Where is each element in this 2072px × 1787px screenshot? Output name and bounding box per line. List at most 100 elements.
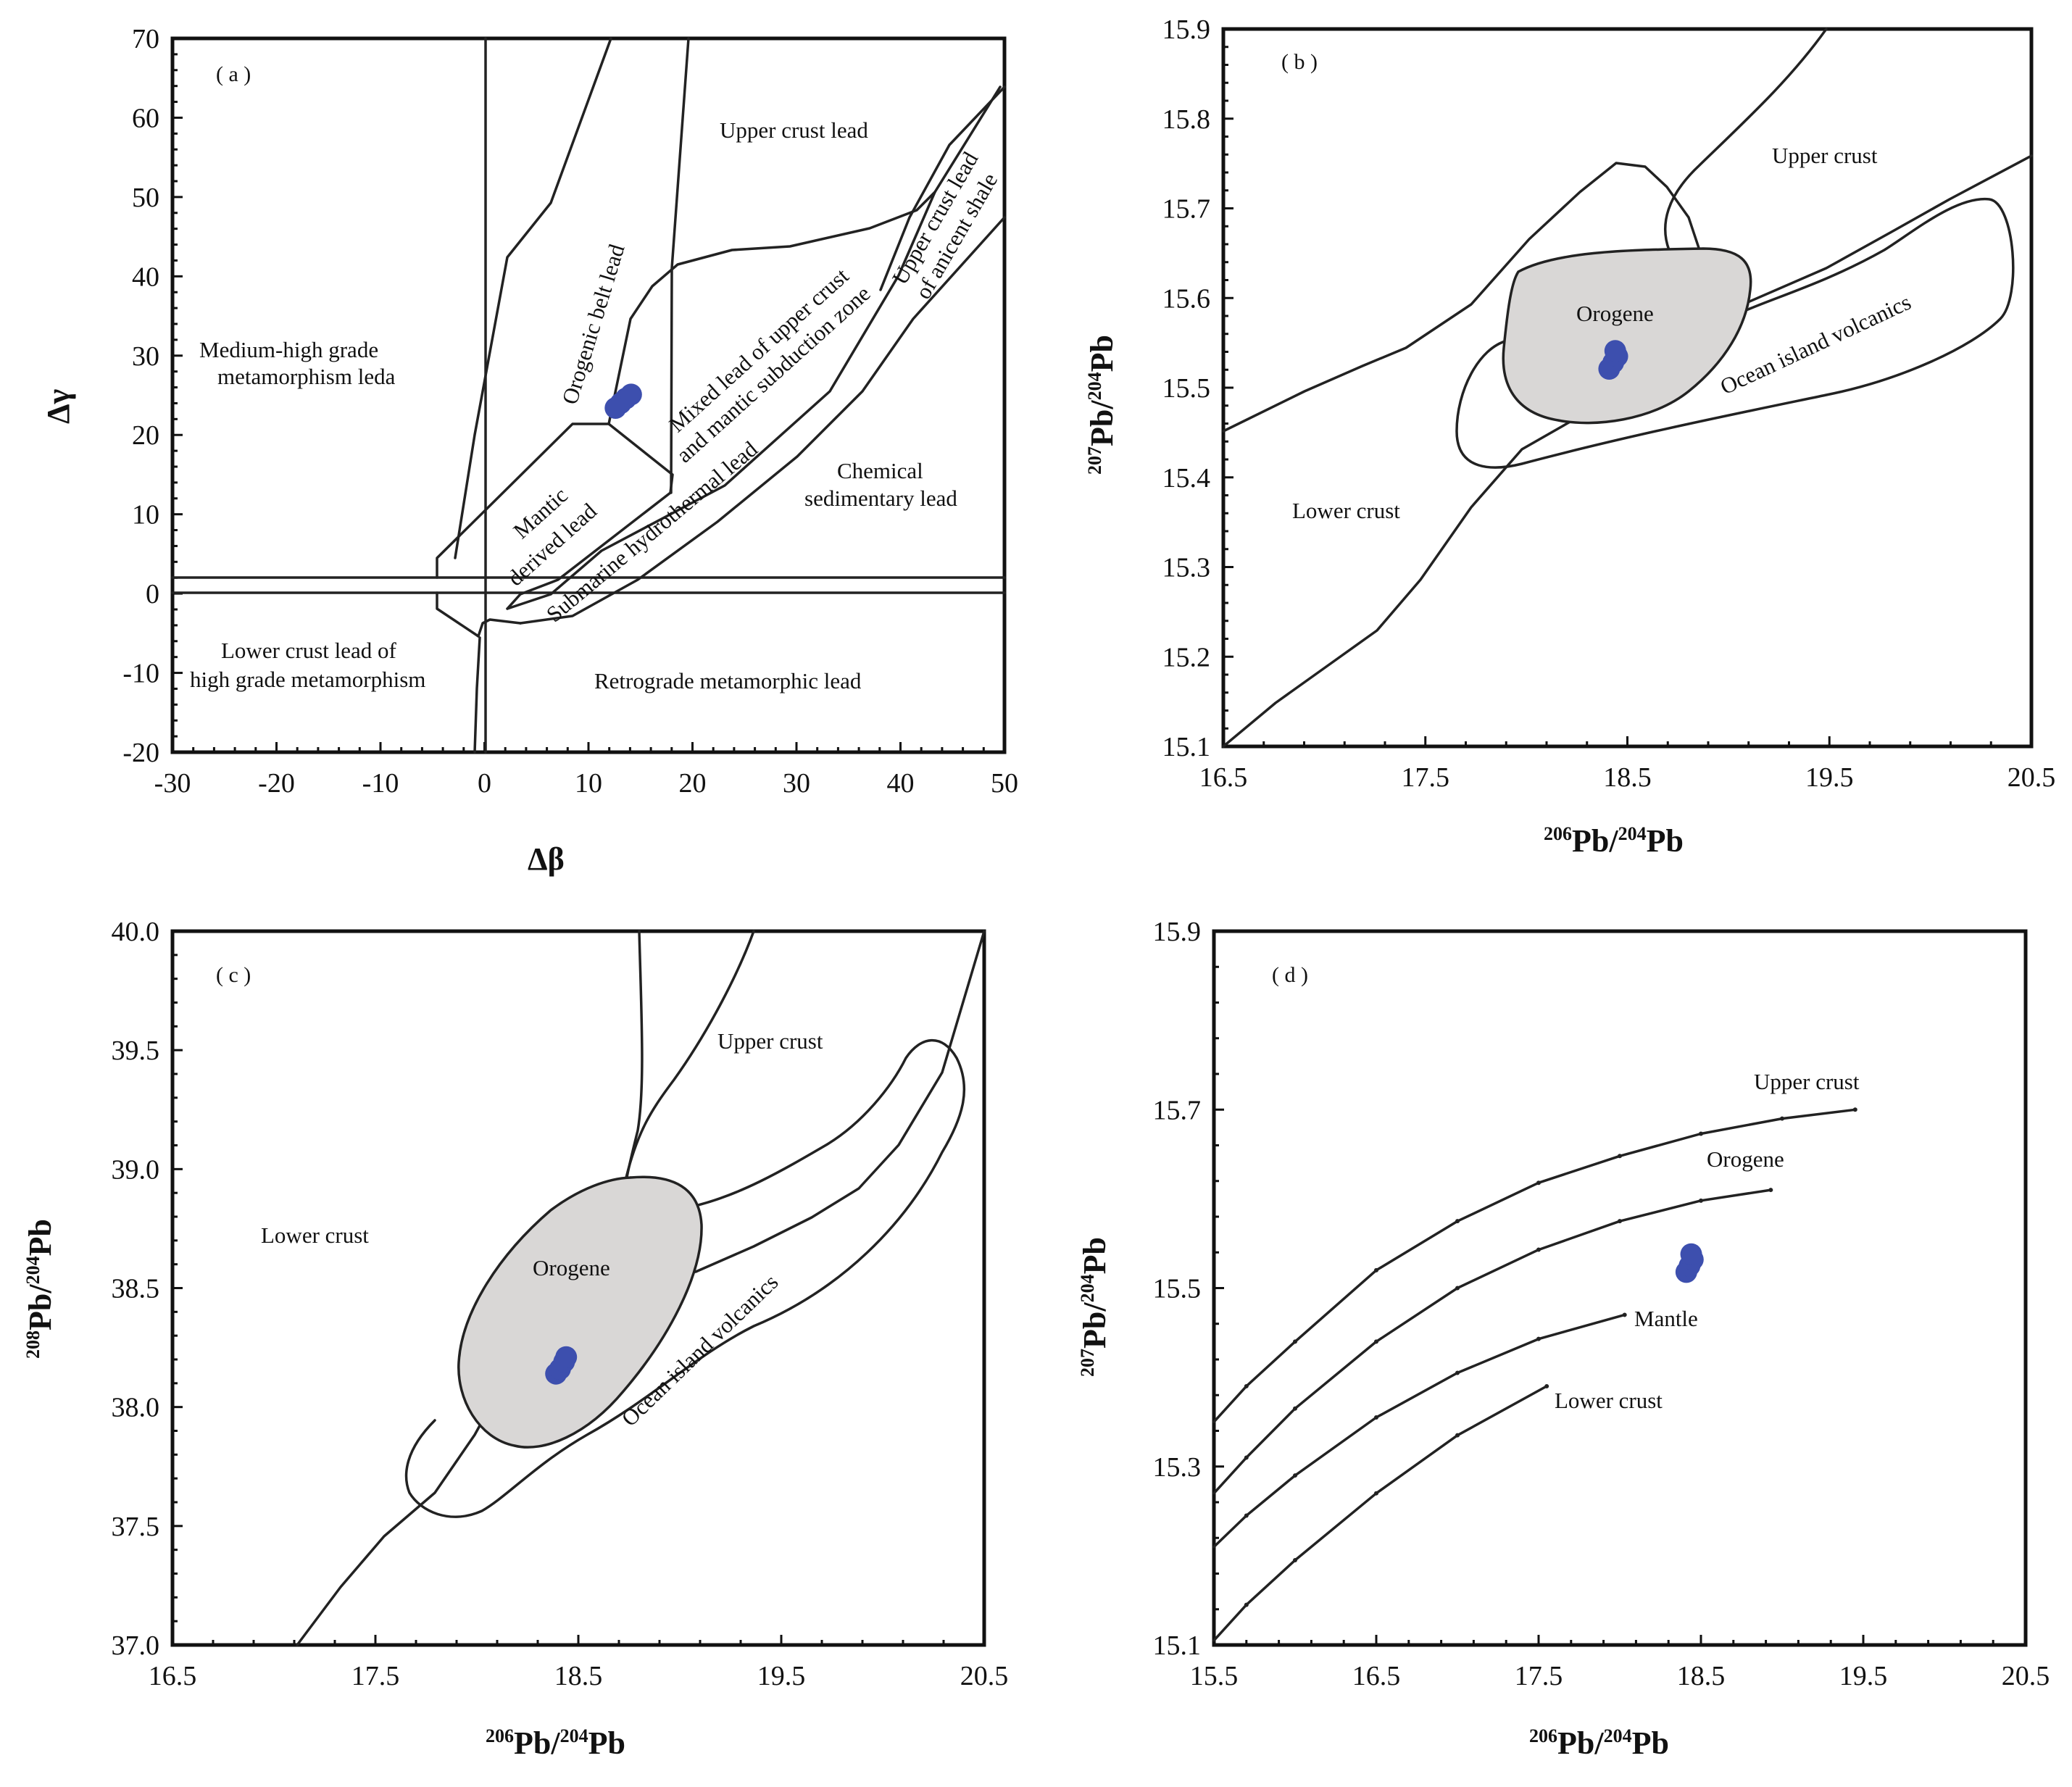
boundary-a4 <box>454 37 612 559</box>
curve-d-node <box>1536 1336 1541 1341</box>
panel-b-ytick-label: 15.9 <box>1162 14 1211 45</box>
panel-d-x-label-end: Pb <box>1632 1725 1669 1761</box>
curve-d-node <box>1244 1513 1249 1518</box>
region-a-upper-crust-lead: Upper crust lead <box>720 117 868 143</box>
boundary-a8 <box>607 191 936 425</box>
region-b-upper-crust: Upper crust <box>1772 143 1878 168</box>
panel-a-xtick-label: 10 <box>575 768 602 799</box>
panel-b-ticks: 16.5 17.5 18.5 19.5 20.5 15.1 15.2 15.3 15.4 15.5… <box>1162 14 2056 793</box>
curve-d-node <box>1293 1473 1297 1478</box>
panel-a-xtick-label: 50 <box>991 768 1018 799</box>
panel-d-y-axis-label: 207Pb/204Pb <box>1077 1237 1112 1377</box>
panel-c-x-label-end: Pb <box>588 1725 625 1761</box>
panel-a-ytick-label: 60 <box>132 103 159 133</box>
panel-d-x-label-sup1: 206 <box>1529 1725 1557 1746</box>
region-a-lower-crust-1: Lower crust lead of <box>221 638 397 663</box>
panel-d-xtick-label: 16.5 <box>1352 1661 1401 1691</box>
panel-c-y-axis-label: 208Pb/204Pb <box>22 1219 58 1359</box>
curve-d-lower-crust-label: Lower crust <box>1555 1388 1663 1413</box>
curve-d-mantle-label: Mantle <box>1634 1306 1698 1331</box>
region-a-chemical-1: Chemical <box>837 458 923 483</box>
panel-b-sample-point <box>1604 340 1626 362</box>
panel-c-ytick-label: 37.5 <box>112 1512 160 1542</box>
panel-a-ytick-label: 30 <box>132 341 159 372</box>
curve-d-node <box>1622 1312 1627 1317</box>
panel-b-ytick-label: 15.7 <box>1162 194 1211 225</box>
curve-d-node <box>1244 1383 1249 1388</box>
panel-b-xtick-label: 20.5 <box>2007 762 2056 793</box>
curve-d-node <box>1536 1180 1541 1186</box>
curve-d-node <box>1244 1602 1249 1607</box>
curve-d-node <box>1374 1491 1378 1496</box>
panel-c-xtick-label: 19.5 <box>757 1661 806 1691</box>
panel-c: ( c ) 16.5 17.5 18.5 19.5 20.5 37.0 37.5 38.0 38… <box>22 917 1008 1761</box>
panel-b-ytick-label: 15.3 <box>1162 553 1211 583</box>
region-a-lower-crust-2: high grade metamorphism <box>190 667 425 692</box>
curve-d-node <box>1536 1247 1541 1252</box>
panel-d-ytick-label: 15.3 <box>1153 1452 1202 1483</box>
panel-c-ytick-label: 38.5 <box>112 1274 160 1304</box>
curve-d-node <box>1374 1267 1378 1272</box>
panel-b-x-label-end: Pb <box>1647 823 1684 859</box>
panel-a-ytick-label: 20 <box>132 420 159 451</box>
panel-d-xtick-label: 17.5 <box>1515 1661 1563 1691</box>
curve-d-node <box>1293 1406 1297 1411</box>
panel-b-label: ( b ) <box>1281 50 1318 74</box>
panel-d-sample-points <box>1675 1243 1704 1283</box>
region-c-orogene: Orogene <box>533 1255 610 1280</box>
panel-b-x-label-mid: Pb/ <box>1572 823 1618 859</box>
boundary-a10 <box>519 216 1006 625</box>
region-a-mixed-1: Mixed lead of upper crust <box>664 263 854 438</box>
panel-d-x-label-mid: Pb/ <box>1557 1725 1604 1761</box>
panel-d-x-label-sup2: 204 <box>1604 1725 1632 1746</box>
panel-b-xtick-label: 16.5 <box>1199 762 1248 793</box>
curve-d-node <box>1455 1286 1460 1291</box>
panel-d-ytick-label: 15.9 <box>1153 917 1202 947</box>
panel-a-sample-points <box>604 383 642 420</box>
panel-b-xtick-label: 17.5 <box>1402 762 1450 793</box>
panel-b-ytick-label: 15.1 <box>1162 732 1211 762</box>
panel-c-xtick-label: 17.5 <box>351 1661 400 1691</box>
panel-d-y-label-sup2: 204 <box>1077 1274 1098 1302</box>
panel-c-ytick-label: 39.5 <box>112 1036 160 1066</box>
panel-b-y-label-sup2: 204 <box>1084 372 1105 400</box>
curve-d-mantle <box>1212 1313 1626 1549</box>
panel-a-ytick-label: 0 <box>146 579 159 609</box>
boundary-c5 <box>694 930 986 1273</box>
panel-d-label: ( d ) <box>1272 963 1308 987</box>
panel-b-ytick-label: 15.2 <box>1162 642 1211 672</box>
panel-d-y-label-mid: Pb/ <box>1077 1302 1112 1349</box>
panel-a-xtick-label: 40 <box>887 768 915 799</box>
panel-c-ytick-label: 38.0 <box>112 1393 160 1423</box>
region-a-orogenic-belt: Orogenic belt lead <box>557 241 630 407</box>
panel-a-ticks: -30 -20 -10 0 10 20 30 40 50-20-1001020304050607… <box>122 24 1018 799</box>
curve-d-node <box>1455 1219 1460 1224</box>
panel-c-xtick-label: 18.5 <box>554 1661 603 1691</box>
panel-b-y-label-mid: Pb/ <box>1084 400 1120 446</box>
boundary-c3 <box>625 930 755 1179</box>
panel-a-ytick-label: 10 <box>132 500 159 530</box>
panel-a-xtick-label: -20 <box>258 768 295 799</box>
curve-d-orogene <box>1212 1188 1773 1495</box>
panel-b-ytick-label: 15.5 <box>1162 373 1211 404</box>
panel-b-xtick-label: 18.5 <box>1603 762 1652 793</box>
panel-d-ytick-label: 15.7 <box>1153 1095 1202 1125</box>
curve-d-node <box>1780 1116 1784 1121</box>
panel-a-sample-point <box>620 383 642 406</box>
panel-a-ytick-label: -10 <box>122 659 159 689</box>
panel-d-xtick-label: 19.5 <box>1839 1661 1888 1691</box>
boundary-b2 <box>1664 28 1828 251</box>
panel-b-ytick-label: 15.4 <box>1162 463 1211 493</box>
panel-c-y-label-sup1: 208 <box>22 1330 43 1359</box>
boundary-a6 <box>436 422 674 610</box>
curve-d-node <box>1699 1198 1703 1203</box>
panel-d-frame <box>1212 929 2028 1647</box>
region-c-lower-crust: Lower crust <box>261 1222 369 1248</box>
panel-c-x-label-sup2: 204 <box>560 1725 588 1746</box>
boundary-a13 <box>473 636 481 754</box>
panel-c-ytick-label: 39.0 <box>112 1154 160 1185</box>
curve-d-node <box>1293 1558 1297 1563</box>
panel-b-xtick-label: 19.5 <box>1805 762 1854 793</box>
panel-a-xtick-label: 20 <box>679 768 707 799</box>
